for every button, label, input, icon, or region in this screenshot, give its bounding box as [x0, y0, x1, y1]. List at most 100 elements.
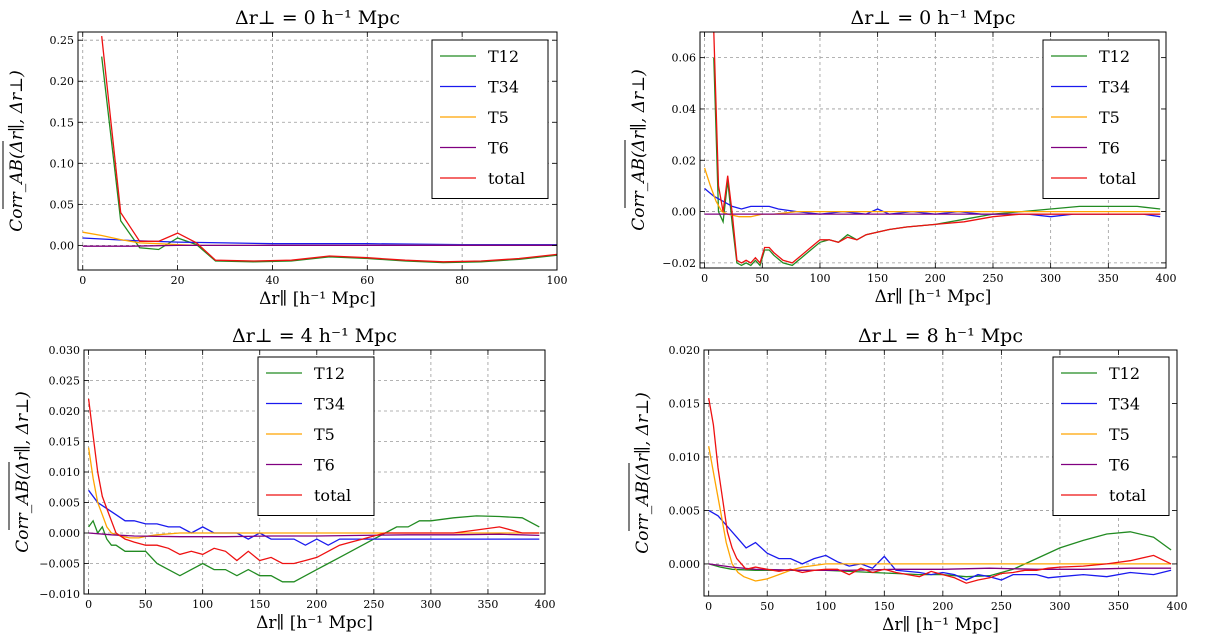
chart-panel-2: 0 50 100 150 200 250 300 350 400 −0.02 0.00 0.02 0.0…	[624, 7, 1177, 307]
chart-panel-4: 0 50 100 150 200 250 300 350 400 0.000 0.005 0.010 0…	[628, 325, 1188, 635]
legend-label-total: total	[488, 169, 525, 188]
y-tick-label: 0.030	[49, 344, 81, 357]
legend-label-total: total	[1109, 486, 1146, 505]
x-axis-label: Δr∥ [h⁻¹ Mpc]	[259, 289, 376, 309]
x-tick-label: 0	[701, 272, 708, 285]
x-tick-label: 100	[815, 600, 836, 613]
y-tick-label: 0.10	[50, 157, 75, 170]
y-tick-label: 0.25	[50, 34, 75, 47]
series-line-t34	[708, 509, 1172, 581]
plot-frame	[77, 31, 558, 271]
legend-label-t34: T34	[1109, 395, 1140, 414]
legend-label-t6: T6	[488, 139, 509, 158]
chart-panel-1: 0 20 40 60 80 100 0.00 0.05 0.10 0.15 0.20 0.25 Δr⊥ …	[2, 7, 568, 309]
legend-label-t12: T12	[1109, 364, 1140, 383]
series-line-t12	[88, 515, 540, 583]
x-tick-label: 250	[991, 600, 1012, 613]
x-tick-label: 250	[982, 272, 1003, 285]
x-axis-label: Δr∥ [h⁻¹ Mpc]	[882, 615, 999, 634]
x-tick-label: 150	[249, 598, 270, 611]
x-tick-label: 250	[363, 598, 384, 611]
legend-box	[1042, 39, 1160, 199]
x-tick-label: 350	[477, 598, 498, 611]
x-tick-label: 100	[192, 598, 213, 611]
y-tick-label: 0.015	[669, 397, 701, 410]
y-tick-label: 0.000	[669, 558, 701, 571]
legend-label-t6: T6	[314, 456, 335, 475]
y-axis-label: Corr_AB(Δr∥, Δr⊥)	[629, 69, 649, 230]
legend-label-t5: T5	[1109, 425, 1130, 444]
y-axis-label: Corr_AB(Δr∥, Δr⊥)	[7, 70, 27, 231]
x-tick-label: 200	[925, 272, 946, 285]
x-tick-label: 80	[455, 274, 469, 287]
legend-label-t5: T5	[314, 425, 335, 444]
chart-title: Δr⊥ = 4 h⁻¹ Mpc	[232, 325, 397, 347]
legend-label-t34: T34	[314, 395, 345, 414]
x-tick-label: 350	[1098, 272, 1119, 285]
y-tick-label: 0.000	[49, 527, 81, 540]
legend-label-t12: T12	[314, 364, 345, 383]
y-tick-label: −0.02	[662, 257, 696, 270]
series-line-total	[713, 32, 1161, 265]
legend-label-total: total	[1099, 169, 1136, 188]
legend-box	[1052, 356, 1170, 516]
legend-box	[257, 356, 375, 516]
x-tick-label: 400	[535, 598, 556, 611]
legend-label-t5: T5	[488, 108, 509, 127]
x-axis-label: Δr∥ [h⁻¹ Mpc]	[256, 613, 373, 633]
y-tick-label: 0.020	[669, 344, 701, 357]
series-line-t34	[88, 489, 540, 546]
x-tick-label: 300	[420, 598, 441, 611]
series-line-t34	[82, 237, 557, 246]
x-tick-label: 0	[79, 274, 86, 287]
legend-label-t34: T34	[488, 78, 519, 97]
chart-title: Δr⊥ = 0 h⁻¹ Mpc	[235, 7, 400, 29]
x-tick-label: 300	[1049, 600, 1070, 613]
y-tick-label: 0.02	[672, 154, 697, 167]
y-tick-label: 0.05	[50, 198, 75, 211]
x-tick-label: 100	[809, 272, 830, 285]
y-tick-label: 0.025	[49, 375, 81, 388]
legend-box	[431, 39, 549, 199]
x-tick-label: 200	[932, 600, 953, 613]
series-line-total	[101, 36, 557, 263]
y-tick-label: 0.00	[50, 239, 75, 252]
x-tick-label: 150	[874, 600, 895, 613]
chart-title: Δr⊥ = 0 h⁻¹ Mpc	[851, 7, 1016, 29]
x-tick-label: 0	[85, 598, 92, 611]
series-line-total	[708, 397, 1172, 584]
chart-title: Δr⊥ = 8 h⁻¹ Mpc	[858, 325, 1023, 347]
x-tick-label: 50	[755, 272, 769, 285]
x-tick-label: 200	[306, 598, 327, 611]
x-axis-label: Δr∥ [h⁻¹ Mpc]	[875, 287, 992, 307]
chart-panel-3: 0 50 100 150 200 250 300 350 400 −0.010 −0.005 0.00…	[8, 325, 556, 633]
x-tick-label: 60	[360, 274, 374, 287]
x-tick-label: 20	[171, 274, 185, 287]
series-line-t6	[82, 244, 557, 247]
y-tick-label: −0.005	[39, 558, 80, 571]
legend-label-t12: T12	[1099, 47, 1130, 66]
series-line-t6	[708, 563, 1172, 571]
series-line-t6	[88, 532, 540, 538]
legend-label-t34: T34	[1099, 78, 1130, 97]
y-tick-label: 0.04	[672, 103, 697, 116]
legend-label-t6: T6	[1109, 456, 1130, 475]
x-tick-label: 400	[1167, 600, 1188, 613]
y-axis-label: Corr_AB(Δr∥, Δr⊥)	[13, 391, 33, 552]
y-tick-label: 0.06	[672, 52, 697, 65]
y-tick-label: 0.005	[49, 497, 81, 510]
legend-label-t12: T12	[488, 47, 519, 66]
y-axis-label: Corr_AB(Δr∥, Δr⊥)	[633, 392, 653, 553]
y-tick-label: 0.015	[49, 436, 81, 449]
x-tick-label: 100	[547, 274, 568, 287]
plot-frame	[703, 349, 1178, 597]
series-line-t5	[708, 446, 1172, 582]
y-tick-label: 0.20	[50, 75, 75, 88]
x-tick-label: 0	[705, 600, 712, 613]
series-line-total	[87, 398, 540, 565]
x-tick-label: 50	[760, 600, 774, 613]
x-tick-label: 350	[1108, 600, 1129, 613]
series-line-t12	[101, 56, 557, 264]
